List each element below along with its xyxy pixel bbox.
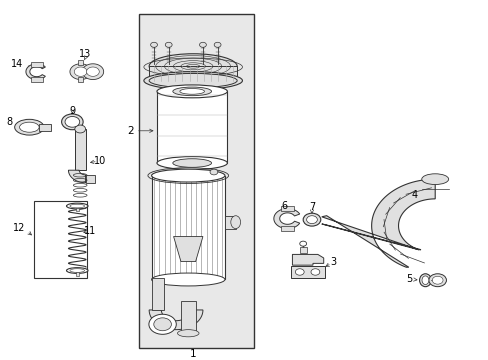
Ellipse shape — [75, 125, 85, 133]
Ellipse shape — [149, 54, 237, 79]
Bar — [75, 129, 85, 170]
Ellipse shape — [177, 330, 199, 337]
Polygon shape — [74, 67, 87, 76]
Polygon shape — [68, 170, 85, 183]
Bar — [76, 208, 79, 211]
Ellipse shape — [149, 73, 237, 88]
Bar — [34, 201, 87, 278]
Bar — [299, 247, 306, 253]
Ellipse shape — [151, 169, 224, 182]
Ellipse shape — [20, 122, 39, 132]
Bar — [157, 91, 227, 163]
Ellipse shape — [157, 157, 227, 170]
Ellipse shape — [150, 42, 157, 47]
Polygon shape — [292, 255, 323, 265]
Text: 8: 8 — [6, 117, 12, 127]
Circle shape — [310, 269, 319, 275]
Bar — [151, 278, 163, 310]
Text: 7: 7 — [308, 202, 314, 212]
Ellipse shape — [214, 42, 221, 47]
Bar — [78, 77, 83, 82]
Ellipse shape — [172, 159, 211, 167]
Ellipse shape — [15, 119, 44, 135]
Circle shape — [210, 169, 218, 175]
Text: 10: 10 — [94, 156, 106, 166]
Circle shape — [295, 269, 304, 275]
Polygon shape — [26, 64, 45, 80]
Polygon shape — [273, 208, 299, 229]
Ellipse shape — [306, 216, 317, 224]
Ellipse shape — [66, 203, 88, 209]
Polygon shape — [70, 64, 91, 80]
Bar — [281, 206, 293, 211]
Bar — [31, 77, 42, 82]
Bar — [78, 60, 83, 65]
Bar — [151, 176, 224, 279]
Ellipse shape — [143, 72, 242, 90]
Bar — [85, 175, 95, 183]
Text: 14: 14 — [11, 59, 23, 69]
Text: 9: 9 — [69, 106, 75, 116]
Ellipse shape — [428, 274, 446, 287]
Ellipse shape — [165, 42, 172, 47]
Polygon shape — [86, 67, 99, 76]
Bar — [281, 226, 293, 231]
Text: 1: 1 — [189, 349, 196, 359]
Ellipse shape — [65, 116, 80, 127]
Ellipse shape — [199, 42, 206, 47]
Text: 2: 2 — [127, 126, 134, 136]
Bar — [181, 301, 195, 333]
Text: 6: 6 — [281, 201, 287, 211]
Circle shape — [299, 241, 306, 246]
Bar — [76, 272, 79, 276]
Polygon shape — [82, 64, 103, 80]
Polygon shape — [173, 237, 203, 262]
Ellipse shape — [172, 87, 211, 96]
Text: 3: 3 — [330, 257, 336, 267]
Ellipse shape — [180, 89, 204, 94]
Bar — [39, 123, 51, 131]
Ellipse shape — [66, 268, 88, 273]
Polygon shape — [290, 266, 325, 278]
Ellipse shape — [431, 276, 442, 284]
Ellipse shape — [421, 174, 448, 185]
Bar — [224, 216, 235, 229]
Text: 5: 5 — [406, 274, 411, 284]
Ellipse shape — [230, 216, 240, 229]
Ellipse shape — [421, 276, 428, 284]
Ellipse shape — [153, 318, 171, 331]
Bar — [149, 66, 237, 81]
Text: 13: 13 — [79, 49, 92, 59]
Ellipse shape — [148, 314, 176, 334]
Ellipse shape — [61, 114, 83, 130]
Text: 12: 12 — [13, 222, 25, 233]
Polygon shape — [321, 179, 434, 267]
Text: 11: 11 — [84, 226, 97, 236]
Polygon shape — [149, 310, 203, 330]
Bar — [31, 62, 42, 67]
Bar — [139, 14, 254, 347]
Text: 4: 4 — [411, 190, 417, 200]
Ellipse shape — [151, 273, 224, 286]
Ellipse shape — [157, 85, 227, 98]
Ellipse shape — [303, 213, 320, 226]
Ellipse shape — [419, 274, 430, 287]
